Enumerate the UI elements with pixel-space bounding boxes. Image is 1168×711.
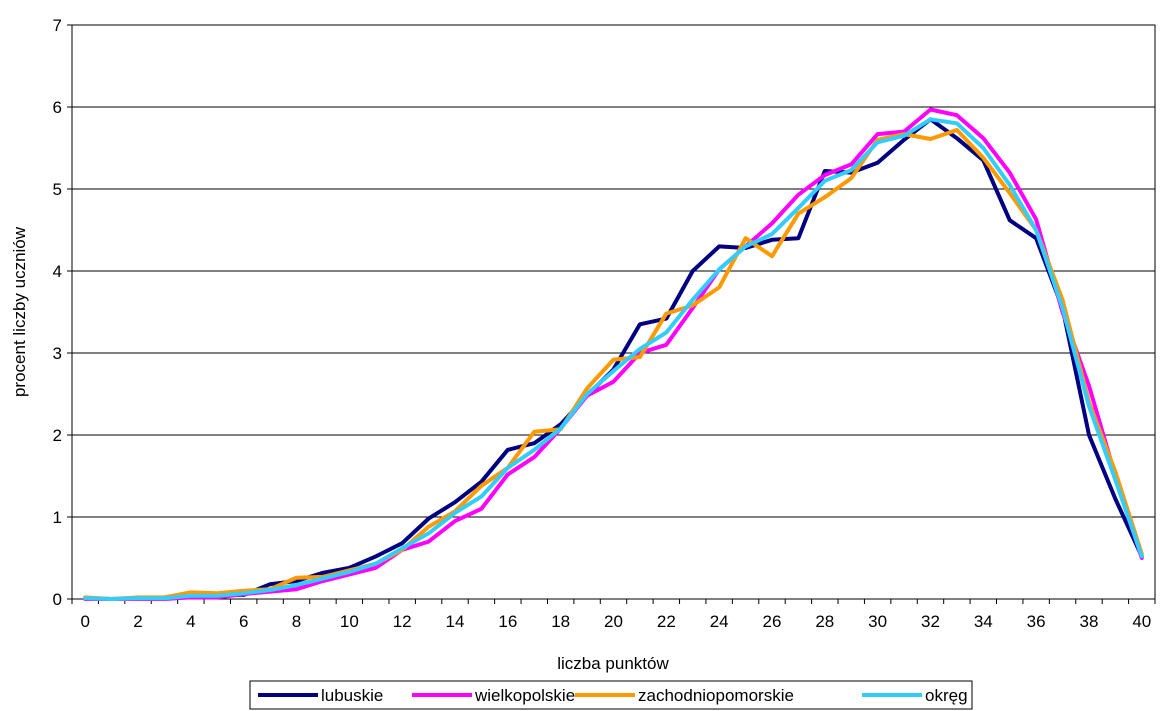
legend-label-1: wielkopolskie xyxy=(474,686,575,705)
x-tick-label: 36 xyxy=(1027,612,1046,631)
series-line-3 xyxy=(83,117,1144,601)
x-tick-label: 8 xyxy=(292,612,301,631)
legend-label-3: okręg xyxy=(925,686,968,705)
x-tick-label: 10 xyxy=(340,612,359,631)
x-tick-label: 34 xyxy=(974,612,993,631)
y-axis: 0 1 2 3 4 5 6 7 xyxy=(53,16,72,609)
y-tick-label: 6 xyxy=(53,98,62,117)
x-tick-label: 40 xyxy=(1132,612,1151,631)
x-tick-label: 0 xyxy=(80,612,89,631)
x-tick-label: 30 xyxy=(868,612,887,631)
gridlines xyxy=(72,106,1155,518)
x-tick-label: 26 xyxy=(763,612,782,631)
x-axis-title: liczba punktów xyxy=(557,654,669,673)
y-tick-label: 0 xyxy=(53,590,62,609)
y-tick-label: 7 xyxy=(53,16,62,35)
legend-label-2: zachodniopomorskie xyxy=(638,686,794,705)
x-tick-label: 6 xyxy=(239,612,248,631)
series-lines xyxy=(83,107,1144,601)
x-tick-label: 14 xyxy=(446,612,465,631)
y-tick-label: 4 xyxy=(53,262,62,281)
x-tick-label: 12 xyxy=(393,612,412,631)
legend: lubuskie wielkopolskie zachodniopomorskie o… xyxy=(249,680,973,710)
y-tick-label: 5 xyxy=(53,180,62,199)
y-tick-label: 3 xyxy=(53,344,62,363)
x-tick-label: 4 xyxy=(186,612,195,631)
legend-label-0: lubuskie xyxy=(321,686,383,705)
plot-area-frame xyxy=(71,24,1156,600)
x-tick-label: 28 xyxy=(815,612,834,631)
x-tick-label: 24 xyxy=(710,612,729,631)
y-tick-label: 1 xyxy=(53,508,62,527)
y-axis-title: procent liczby uczniów xyxy=(10,226,29,397)
series-line-2 xyxy=(83,128,1144,601)
x-tick-label: 2 xyxy=(133,612,142,631)
x-tick-label: 32 xyxy=(921,612,940,631)
x-tick-label: 16 xyxy=(498,612,517,631)
series-line-1 xyxy=(83,107,1144,601)
x-axis: 0 2 4 6 8 10 12 14 16 18 20 22 24 26 28 30 32 34 36 38 40 xyxy=(71,599,1156,631)
x-tick-label: 18 xyxy=(551,612,570,631)
x-tick-label: 22 xyxy=(657,612,676,631)
y-tick-label: 2 xyxy=(53,426,62,445)
x-tick-label: 38 xyxy=(1080,612,1099,631)
x-tick-label: 20 xyxy=(604,612,623,631)
